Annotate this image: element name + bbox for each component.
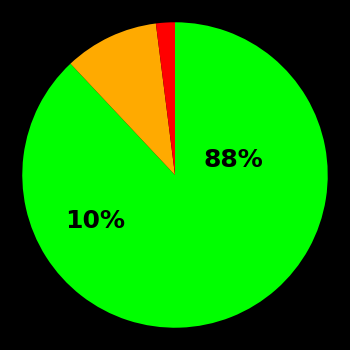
Wedge shape: [22, 22, 328, 328]
Text: 10%: 10%: [65, 209, 126, 233]
Wedge shape: [70, 23, 175, 175]
Text: 88%: 88%: [203, 148, 263, 172]
Wedge shape: [156, 22, 175, 175]
